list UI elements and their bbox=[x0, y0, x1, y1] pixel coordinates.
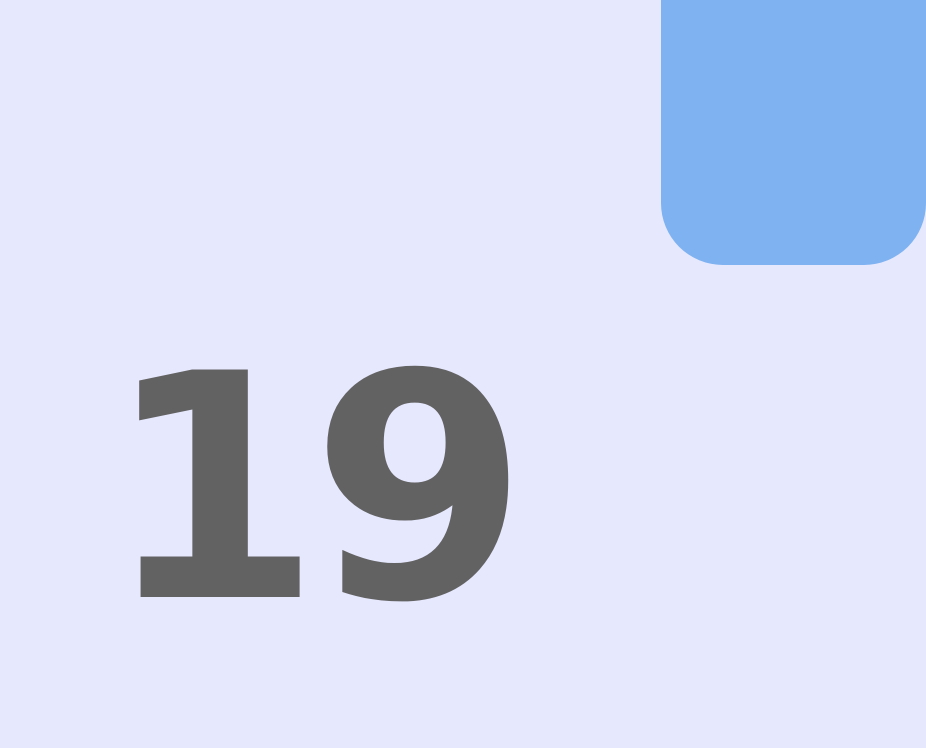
big-number: 19 bbox=[104, 307, 528, 671]
accent-tile bbox=[661, 0, 926, 265]
